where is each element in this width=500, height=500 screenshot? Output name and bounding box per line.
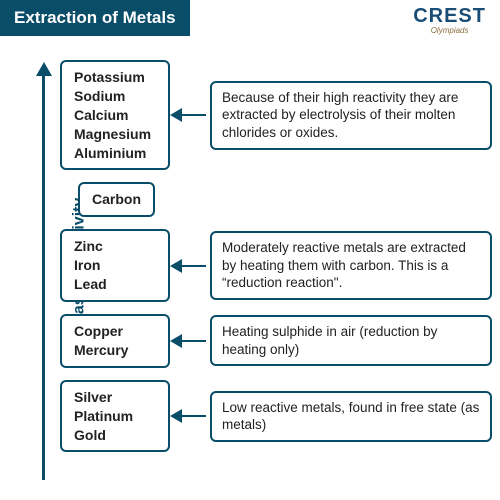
- metal-label: Iron: [74, 256, 156, 275]
- metal-label: Lead: [74, 275, 156, 294]
- metal-label: Magnesium: [74, 125, 156, 144]
- description-box: Heating sulphide in air (reduction by he…: [210, 315, 492, 366]
- description-box: Moderately reactive metals are extracted…: [210, 231, 492, 300]
- metal-label: Aluminium: [74, 144, 156, 163]
- metal-group-box: Zinc Iron Lead: [60, 229, 170, 302]
- group-row: Copper Mercury Heating sulphide in air (…: [60, 314, 492, 368]
- metal-label: Zinc: [74, 237, 156, 256]
- logo-main-text: CREST: [413, 6, 486, 26]
- metal-label: Mercury: [74, 341, 156, 360]
- connector-arrow-icon: [170, 108, 206, 122]
- connector-arrow-icon: [170, 334, 206, 348]
- logo-sub-text: Olympiads: [413, 26, 486, 35]
- groups-container: Potassium Sodium Calcium Magnesium Alumi…: [60, 60, 492, 464]
- group-row: Potassium Sodium Calcium Magnesium Alumi…: [60, 60, 492, 170]
- metal-group-box: Potassium Sodium Calcium Magnesium Alumi…: [60, 60, 170, 170]
- metal-label: Gold: [74, 426, 156, 445]
- group-row: Zinc Iron Lead Moderately reactive metal…: [60, 229, 492, 302]
- metal-group-box: Silver Platinum Gold: [60, 380, 170, 453]
- diagram-content: Increasing reactivity Potassium Sodium C…: [0, 50, 500, 500]
- metal-label: Carbon: [92, 190, 141, 209]
- metal-label: Silver: [74, 388, 156, 407]
- group-row: Carbon: [78, 182, 492, 217]
- metal-label: Potassium: [74, 68, 156, 87]
- metal-group-box: Copper Mercury: [60, 314, 170, 368]
- description-box: Low reactive metals, found in free state…: [210, 391, 492, 442]
- metal-label: Calcium: [74, 106, 156, 125]
- logo: CREST Olympiads: [413, 6, 486, 35]
- metal-label: Platinum: [74, 407, 156, 426]
- reactivity-arrow-line: [42, 70, 45, 480]
- page-title: Extraction of Metals: [0, 0, 190, 36]
- group-row: Silver Platinum Gold Low reactive metals…: [60, 380, 492, 453]
- connector-arrow-icon: [170, 259, 206, 273]
- metal-label: Sodium: [74, 87, 156, 106]
- connector-arrow-icon: [170, 409, 206, 423]
- metal-group-box: Carbon: [78, 182, 155, 217]
- description-box: Because of their high reactivity they ar…: [210, 81, 492, 150]
- reactivity-arrow-head-icon: [36, 62, 52, 76]
- metal-label: Copper: [74, 322, 156, 341]
